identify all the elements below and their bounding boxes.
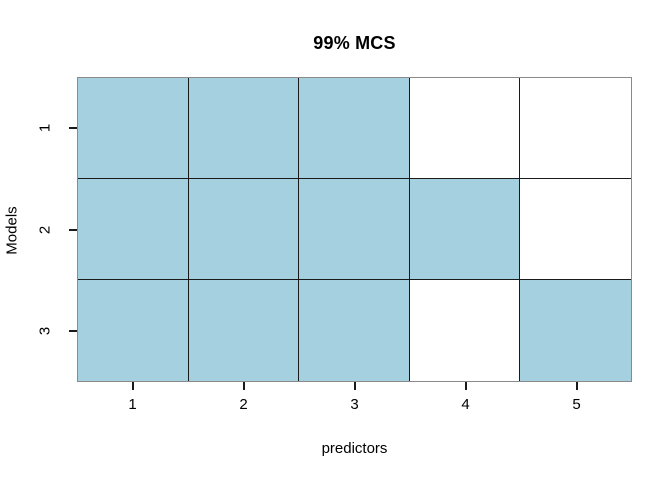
grid-cell-included xyxy=(78,78,189,179)
grid-cell-included xyxy=(188,179,300,280)
x-tick-label: 1 xyxy=(128,396,137,413)
y-axis-ticks xyxy=(69,77,77,382)
chart-title: 99% MCS xyxy=(313,33,396,53)
y-tick-labels: 1 2 3 xyxy=(36,77,54,382)
grid-cell-included xyxy=(188,78,300,179)
grid-cell-excluded xyxy=(520,78,631,179)
x-tick-mark xyxy=(464,382,467,390)
x-tick-mark xyxy=(131,382,134,390)
x-axis-ticks xyxy=(77,382,632,390)
grid-cell-excluded xyxy=(520,179,631,280)
x-tick-mark xyxy=(242,382,245,390)
grid-cell-included xyxy=(299,280,410,381)
grid-cell-included xyxy=(299,78,410,179)
y-tick-label: 1 xyxy=(36,123,54,132)
y-tick-mark xyxy=(69,228,77,231)
grid-cell-included xyxy=(409,179,521,280)
x-tick-label: 2 xyxy=(239,396,248,413)
x-tick-mark xyxy=(575,382,578,390)
x-axis-title: predictors xyxy=(321,440,388,457)
x-tick-mark xyxy=(353,382,356,390)
grid-cell-included xyxy=(78,280,189,381)
grid-cell-included xyxy=(78,179,189,280)
y-tick-label: 3 xyxy=(36,326,54,336)
x-tick-label: 4 xyxy=(461,396,470,413)
grid-cell-excluded xyxy=(409,78,521,179)
y-tick-label: 2 xyxy=(36,225,54,234)
x-tick-label: 3 xyxy=(350,396,359,413)
x-tick-label: 5 xyxy=(572,396,581,413)
mcs-grid xyxy=(77,77,632,382)
grid-cell-included xyxy=(188,280,300,381)
grid-cell-included xyxy=(520,280,631,381)
grid-cell-excluded xyxy=(409,280,521,381)
grid-cell-included xyxy=(299,179,410,280)
y-axis-title: Models xyxy=(3,206,21,255)
y-tick-mark xyxy=(69,330,77,333)
x-tick-labels: 1 2 3 4 5 xyxy=(77,396,632,416)
y-tick-mark xyxy=(69,126,77,129)
